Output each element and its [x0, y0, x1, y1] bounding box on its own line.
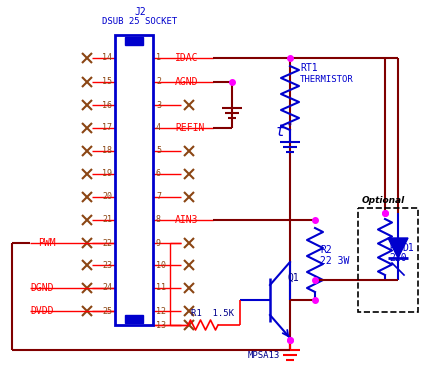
Text: D1: D1: [401, 243, 413, 253]
Text: DVDD: DVDD: [30, 306, 53, 316]
Text: AIN3: AIN3: [175, 215, 198, 225]
Text: 24: 24: [102, 283, 112, 292]
Text: 11: 11: [155, 283, 166, 292]
Text: 14: 14: [102, 54, 112, 62]
Text: °: °: [286, 122, 292, 132]
Text: 3: 3: [155, 101, 161, 109]
Text: IDAC: IDAC: [175, 53, 198, 63]
Text: REFIN-: REFIN-: [175, 123, 210, 133]
Text: 1: 1: [155, 54, 161, 62]
Text: THERMISTOR: THERMISTOR: [299, 75, 353, 84]
Text: 7: 7: [155, 193, 161, 201]
Text: RT1: RT1: [299, 63, 317, 73]
Text: AGND: AGND: [175, 77, 198, 87]
Text: 8: 8: [155, 215, 161, 225]
Text: 16: 16: [102, 101, 112, 109]
Text: 19: 19: [102, 170, 112, 178]
Text: R1  1.5K: R1 1.5K: [190, 309, 233, 319]
Text: 5: 5: [155, 146, 161, 156]
Text: 22: 22: [102, 239, 112, 247]
Text: MPSA13: MPSA13: [248, 350, 279, 360]
Text: 22 3W: 22 3W: [319, 256, 348, 266]
Text: 21: 21: [102, 215, 112, 225]
Text: 13: 13: [155, 320, 166, 330]
Text: Optional: Optional: [361, 196, 404, 206]
Text: 6: 6: [155, 170, 161, 178]
Text: 10: 10: [155, 261, 166, 269]
Polygon shape: [125, 315, 143, 323]
Text: 2: 2: [155, 77, 161, 87]
Polygon shape: [387, 238, 407, 258]
Text: 15: 15: [102, 77, 112, 87]
Text: J2: J2: [134, 7, 146, 17]
Text: 9: 9: [155, 239, 161, 247]
Polygon shape: [125, 37, 143, 45]
Text: 17: 17: [102, 124, 112, 132]
Text: 23: 23: [102, 261, 112, 269]
Text: 12: 12: [155, 306, 166, 316]
Text: t: t: [275, 124, 285, 139]
Text: 4: 4: [155, 124, 161, 132]
Text: 25: 25: [102, 306, 112, 316]
Text: 20: 20: [102, 193, 112, 201]
Text: R2: R2: [319, 245, 331, 255]
Text: PWM: PWM: [38, 238, 55, 248]
Text: 18: 18: [102, 146, 112, 156]
Text: DGND: DGND: [30, 283, 53, 293]
Text: DSUB 25 SOCKET: DSUB 25 SOCKET: [102, 18, 177, 26]
Text: R3: R3: [388, 243, 400, 253]
Text: Q1: Q1: [287, 273, 299, 283]
Text: 220: 220: [388, 253, 406, 263]
